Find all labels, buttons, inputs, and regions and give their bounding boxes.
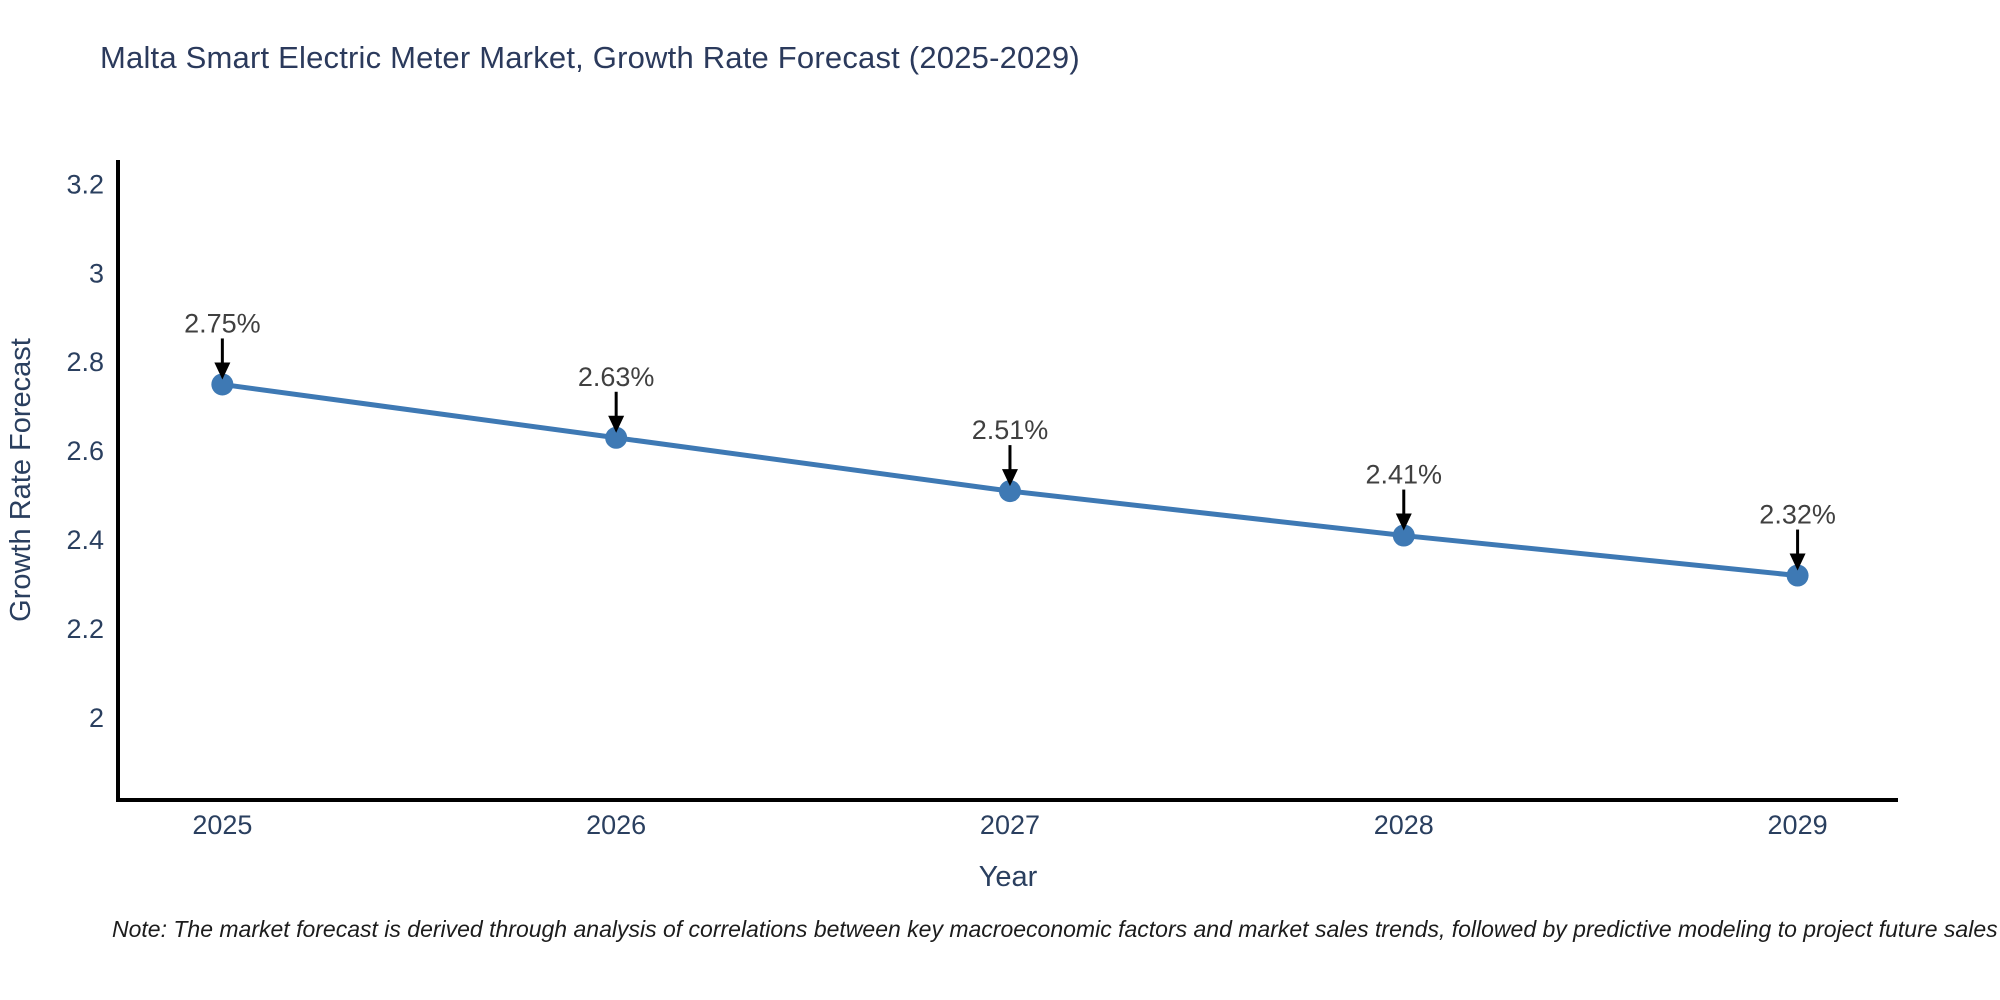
y-tick-label: 2.8 — [66, 347, 104, 377]
y-axis-title: Growth Rate Forecast — [5, 338, 37, 622]
y-tick-label: 3 — [89, 258, 104, 288]
chart-title: Malta Smart Electric Meter Market, Growt… — [100, 40, 1080, 75]
annotation-arrow-head — [214, 362, 231, 380]
x-axis-title: Year — [979, 861, 1038, 893]
data-point-marker — [1392, 524, 1415, 547]
data-point-marker — [998, 480, 1021, 503]
annotation-arrow-head — [1001, 469, 1018, 487]
x-tick-label: 2026 — [586, 810, 646, 840]
annotation-arrow-head — [608, 415, 625, 433]
point-value-label: 2.63% — [578, 362, 655, 392]
x-tick-label: 2025 — [192, 810, 252, 840]
y-tick-label: 3.2 — [66, 169, 104, 199]
y-tick-label: 2 — [89, 703, 104, 733]
y-tick-label: 2.2 — [66, 614, 104, 644]
data-point-marker — [211, 373, 234, 396]
y-tick-label: 2.4 — [66, 525, 104, 555]
x-tick-label: 2028 — [1374, 810, 1434, 840]
annotation-arrow-head — [1789, 553, 1806, 571]
point-value-label: 2.32% — [1759, 500, 1836, 530]
point-value-label: 2.75% — [184, 308, 261, 338]
plot-area: 2 2.2 2.4 2.6 2.8 3 3.2 2025 2026 2027 2028 2029 2.7… — [66, 160, 1898, 840]
y-tick-label: 2.6 — [66, 436, 104, 466]
x-tick-label: 2027 — [980, 810, 1040, 840]
point-value-label: 2.41% — [1365, 460, 1442, 490]
data-point-marker — [605, 426, 628, 449]
annotation-arrow-head — [1395, 513, 1412, 531]
point-value-label: 2.51% — [972, 415, 1049, 445]
footnote: Note: The market forecast is derived thr… — [112, 916, 1998, 942]
data-point-marker — [1786, 564, 1809, 587]
x-tick-label: 2029 — [1768, 810, 1828, 840]
